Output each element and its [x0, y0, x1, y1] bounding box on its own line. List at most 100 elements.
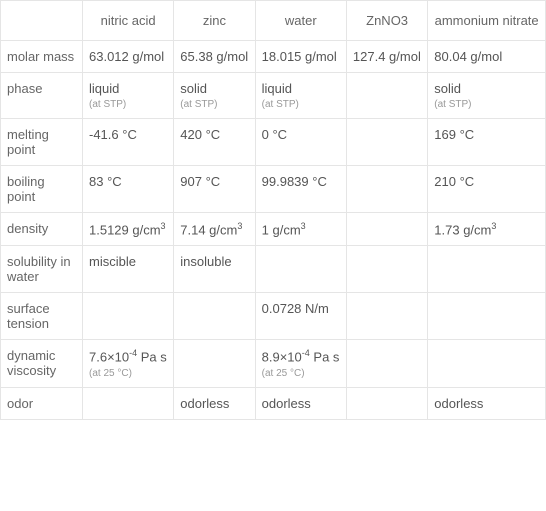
cell — [428, 293, 546, 340]
cell: 1.73 g/cm3 — [428, 213, 546, 246]
table-body: molar mass 63.012 g/mol 65.38 g/mol 18.015 … — [1, 41, 546, 420]
table-row: odor odorless odorless odorless — [1, 387, 546, 419]
cell-value: odorless — [434, 396, 483, 411]
row-label: dynamic viscosity — [1, 340, 83, 387]
row-label: density — [1, 213, 83, 246]
cell-value: 63.012 g/mol — [89, 49, 164, 64]
cell — [83, 293, 174, 340]
cell: liquid (at STP) — [255, 73, 346, 119]
cell-value: 1.5129 g/cm — [89, 222, 161, 237]
col-header: zinc — [174, 1, 255, 41]
corner-cell — [1, 1, 83, 41]
cell-value: miscible — [89, 254, 136, 269]
cell: 0 °C — [255, 119, 346, 166]
col-header: water — [255, 1, 346, 41]
cell-suffix: Pa s — [310, 350, 340, 365]
table-row: density1.5129 g/cm37.14 g/cm31 g/cm31.73… — [1, 213, 546, 246]
cell: 8.9×10-4 Pa s(at 25 °C) — [255, 340, 346, 387]
cell-note: (at STP) — [89, 99, 167, 110]
row-label: solubility in water — [1, 246, 83, 293]
cell-value: 99.9839 °C — [262, 174, 327, 189]
cell — [346, 119, 427, 166]
cell: odorless — [174, 387, 255, 419]
cell-value: solid — [434, 81, 461, 96]
cell-superscript: 3 — [491, 221, 496, 231]
cell: odorless — [255, 387, 346, 419]
cell: 65.38 g/mol — [174, 41, 255, 73]
cell-suffix: Pa s — [137, 350, 167, 365]
cell: insoluble — [174, 246, 255, 293]
cell: -41.6 °C — [83, 119, 174, 166]
cell-value: 169 °C — [434, 127, 474, 142]
cell-superscript: -4 — [129, 348, 137, 358]
cell-value: 7.14 g/cm — [180, 222, 237, 237]
cell: liquid (at STP) — [83, 73, 174, 119]
cell-superscript: 3 — [237, 221, 242, 231]
cell: 210 °C — [428, 166, 546, 213]
cell-value: insoluble — [180, 254, 231, 269]
cell: 80.04 g/mol — [428, 41, 546, 73]
cell — [174, 340, 255, 387]
cell — [346, 73, 427, 119]
properties-table: nitric acid zinc water ZnNO3 ammonium ni… — [0, 0, 546, 420]
cell-value: 80.04 g/mol — [434, 49, 502, 64]
table-row: dynamic viscosity 7.6×10-4 Pa s (at 25 °C)… — [1, 340, 546, 387]
cell: 99.9839 °C — [255, 166, 346, 213]
table-row: surface tension0.0728 N/m — [1, 293, 546, 340]
cell-value: 7.6×10 — [89, 350, 129, 365]
row-label: molar mass — [1, 41, 83, 73]
cell-value: 907 °C — [180, 174, 220, 189]
cell — [428, 340, 546, 387]
cell: solid (at STP) — [428, 73, 546, 119]
cell-note: (at 25 °C) — [89, 368, 167, 379]
col-header: nitric acid — [83, 1, 174, 41]
cell-value: liquid — [262, 81, 292, 96]
cell-value: 0.0728 N/m — [262, 301, 329, 316]
cell: 907 °C — [174, 166, 255, 213]
cell — [83, 387, 174, 419]
cell — [255, 246, 346, 293]
cell-value: 127.4 g/mol — [353, 49, 421, 64]
cell — [346, 340, 427, 387]
cell-value: 420 °C — [180, 127, 220, 142]
cell-note: (at STP) — [180, 99, 248, 110]
cell — [174, 293, 255, 340]
cell: 0.0728 N/m — [255, 293, 346, 340]
row-label: odor — [1, 387, 83, 419]
table-row: melting point-41.6 °C 420 °C 0 °C 169 °C — [1, 119, 546, 166]
cell-value: 83 °C — [89, 174, 122, 189]
row-label: boiling point — [1, 166, 83, 213]
cell: 169 °C — [428, 119, 546, 166]
cell-value: liquid — [89, 81, 119, 96]
col-header: ammonium nitrate — [428, 1, 546, 41]
cell-value: 8.9×10 — [262, 350, 302, 365]
cell: 83 °C — [83, 166, 174, 213]
cell — [346, 246, 427, 293]
cell: 7.14 g/cm3 — [174, 213, 255, 246]
cell: solid(at STP) — [174, 73, 255, 119]
table-row: solubility in water miscible insoluble — [1, 246, 546, 293]
cell-superscript: 3 — [161, 221, 166, 231]
cell: 1 g/cm3 — [255, 213, 346, 246]
cell-note: (at STP) — [434, 99, 539, 110]
cell-value: 1.73 g/cm — [434, 222, 491, 237]
cell: 127.4 g/mol — [346, 41, 427, 73]
table-row: molar mass 63.012 g/mol 65.38 g/mol 18.015 … — [1, 41, 546, 73]
cell — [346, 293, 427, 340]
cell-value: 65.38 g/mol — [180, 49, 248, 64]
cell-value: 210 °C — [434, 174, 474, 189]
cell — [346, 213, 427, 246]
cell-note: (at 25 °C) — [262, 368, 340, 379]
cell-value: 18.015 g/mol — [262, 49, 337, 64]
row-label: melting point — [1, 119, 83, 166]
cell-value: odorless — [180, 396, 229, 411]
row-label: phase — [1, 73, 83, 119]
header-row: nitric acid zinc water ZnNO3 ammonium ni… — [1, 1, 546, 41]
table-row: boiling point 83 °C 907 °C 99.9839 °C 210 °C — [1, 166, 546, 213]
col-header: ZnNO3 — [346, 1, 427, 41]
cell: 420 °C — [174, 119, 255, 166]
cell-value: odorless — [262, 396, 311, 411]
cell-note: (at STP) — [262, 99, 340, 110]
cell — [346, 166, 427, 213]
cell: 63.012 g/mol — [83, 41, 174, 73]
